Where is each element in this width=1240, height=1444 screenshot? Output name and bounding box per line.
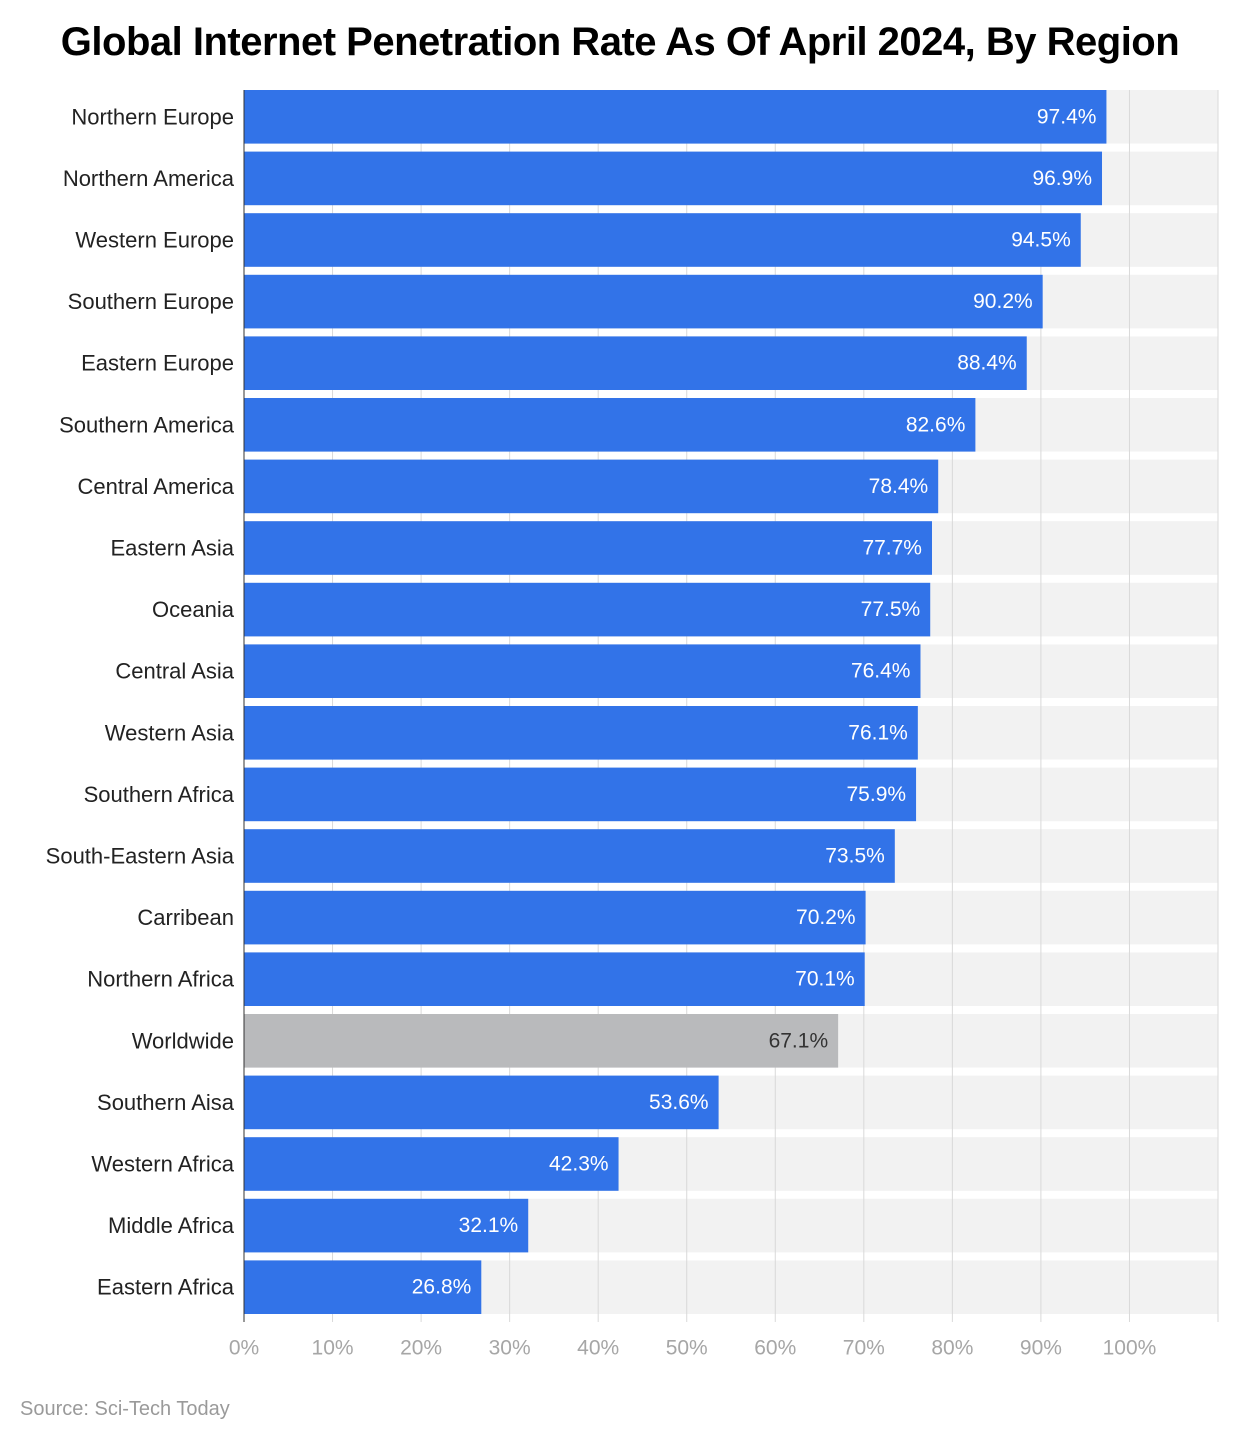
x-axis-tick-labels: 0% 10% 20% 30% 40% 50% 60% 70% 80% 90% 100% xyxy=(229,1337,1156,1360)
value-labels: 97.4% 96.9% 94.5% 90.2% 88.4% 82.6% 78.4% 77.7%… xyxy=(412,105,1097,1298)
tick-label-100: 100% xyxy=(1103,1337,1157,1360)
bar-oceania xyxy=(244,582,931,637)
bar-central-america xyxy=(244,459,939,514)
bar-northern-africa xyxy=(244,952,865,1006)
category-label-worldwide: Worldwide xyxy=(132,1028,234,1053)
category-labels: Northern Europe Northern America Western E… xyxy=(46,104,235,1299)
category-label-carribean: Carribean xyxy=(137,905,234,930)
value-label-carribean: 70.2% xyxy=(796,906,856,929)
tick-label-70: 70% xyxy=(843,1337,885,1360)
category-label-oceania: Oceania xyxy=(152,597,235,622)
category-label-central-asia: Central Asia xyxy=(115,659,234,684)
tick-label-90: 90% xyxy=(1020,1337,1062,1360)
tick-label-80: 80% xyxy=(931,1337,973,1360)
bar-northern-europe xyxy=(244,90,1107,144)
bar-western-africa xyxy=(244,1137,619,1191)
value-label-eastern-africa: 26.8% xyxy=(412,1276,472,1299)
value-label-worldwide: 67.1% xyxy=(769,1029,829,1052)
category-label-eastern-africa: Eastern Africa xyxy=(97,1275,235,1300)
category-label-western-europe: Western Europe xyxy=(75,228,234,253)
category-label-southern-africa: Southern Africa xyxy=(84,782,235,807)
value-label-middle-africa: 32.1% xyxy=(459,1214,519,1237)
value-label-western-europe: 94.5% xyxy=(1011,229,1071,252)
category-label-eastern-europe: Eastern Europe xyxy=(81,351,234,376)
value-label-south-eastern-asia: 73.5% xyxy=(825,845,885,868)
value-label-southern-africa: 75.9% xyxy=(847,783,907,806)
category-label-eastern-asia: Eastern Asia xyxy=(110,536,234,561)
category-label-south-eastern-asia: South-Eastern Asia xyxy=(46,844,235,869)
value-label-northern-america: 96.9% xyxy=(1032,167,1092,190)
value-label-western-asia: 76.1% xyxy=(848,721,908,744)
category-label-northern-europe: Northern Europe xyxy=(71,104,234,129)
bar-western-europe xyxy=(244,213,1081,267)
category-label-southern-aisa: Southern Aisa xyxy=(97,1090,235,1115)
category-label-southern-america: Southern America xyxy=(59,412,235,437)
bar-carribean xyxy=(244,890,866,945)
bar-worldwide xyxy=(244,1014,839,1068)
bar-eastern-europe xyxy=(244,336,1027,390)
tick-label-30: 30% xyxy=(489,1337,531,1360)
category-label-northern-africa: Northern Africa xyxy=(87,967,234,992)
value-label-southern-europe: 90.2% xyxy=(973,290,1033,313)
value-label-eastern-asia: 77.7% xyxy=(862,537,922,560)
bar-central-asia xyxy=(244,644,921,698)
category-label-western-africa: Western Africa xyxy=(91,1152,234,1177)
bar-western-asia xyxy=(244,706,918,760)
source-note: Source: Sci-Tech Today xyxy=(20,1398,230,1420)
value-label-central-america: 78.4% xyxy=(869,475,929,498)
value-label-eastern-europe: 88.4% xyxy=(957,352,1017,375)
bar-southern-america xyxy=(244,398,976,452)
bar-eastern-africa xyxy=(244,1260,482,1314)
bars xyxy=(244,90,1107,1314)
tick-label-40: 40% xyxy=(577,1337,619,1360)
bar-northern-america xyxy=(244,151,1103,206)
value-label-northern-africa: 70.1% xyxy=(795,968,855,991)
value-label-oceania: 77.5% xyxy=(861,598,921,621)
tick-label-50: 50% xyxy=(666,1337,708,1360)
value-label-southern-america: 82.6% xyxy=(906,413,966,436)
bar-southern-europe xyxy=(244,274,1043,329)
bar-tracks xyxy=(244,90,1218,1314)
bar-south-eastern-asia xyxy=(244,829,895,883)
tick-label-0: 0% xyxy=(229,1337,259,1360)
bar-middle-africa xyxy=(244,1198,529,1253)
category-label-central-america: Central America xyxy=(77,474,234,499)
value-label-southern-aisa: 53.6% xyxy=(649,1091,709,1114)
category-label-western-asia: Western Asia xyxy=(105,720,235,745)
category-label-middle-africa: Middle Africa xyxy=(108,1213,235,1238)
tick-label-20: 20% xyxy=(400,1337,442,1360)
category-label-northern-america: Northern America xyxy=(63,166,235,191)
tick-label-10: 10% xyxy=(312,1337,354,1360)
bar-southern-africa xyxy=(244,767,917,822)
bar-eastern-asia xyxy=(244,521,932,575)
value-label-northern-europe: 97.4% xyxy=(1037,105,1097,128)
tick-label-60: 60% xyxy=(754,1337,796,1360)
value-label-western-africa: 42.3% xyxy=(549,1153,609,1176)
value-label-central-asia: 76.4% xyxy=(851,660,911,683)
category-label-southern-europe: Southern Europe xyxy=(68,289,234,314)
bar-southern-aisa xyxy=(244,1075,719,1130)
chart-title: Global Internet Penetration Rate As Of A… xyxy=(60,20,1180,64)
